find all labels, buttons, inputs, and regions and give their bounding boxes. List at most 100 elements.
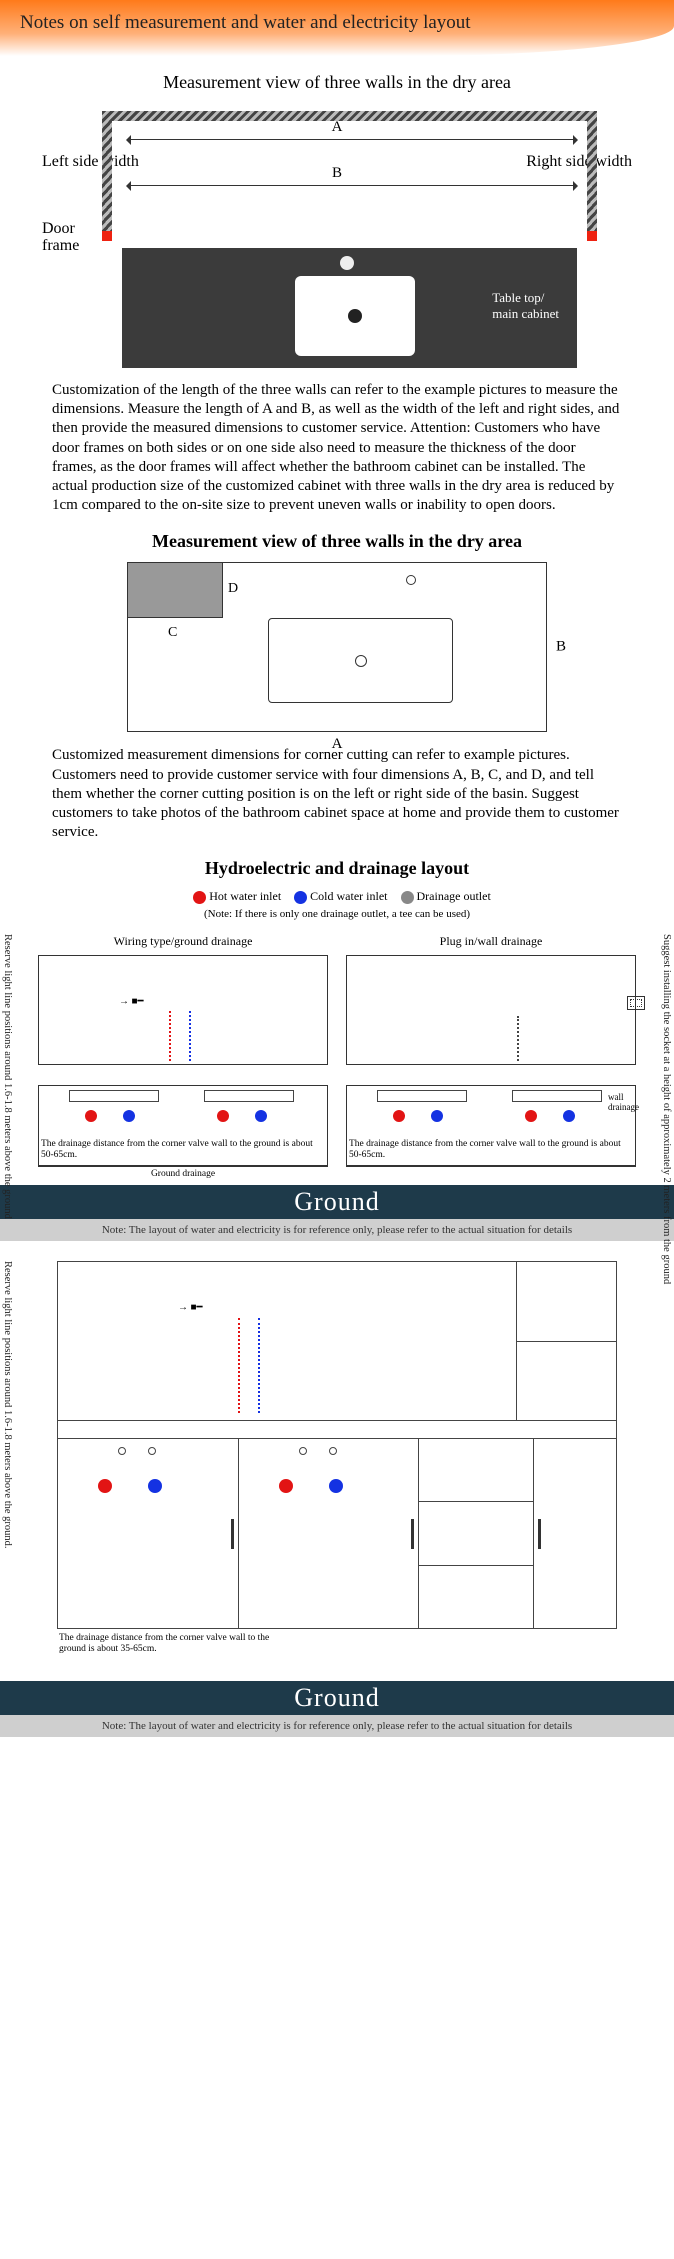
hydro-diagram-wrap: Reserve light line positions around 1.6-… xyxy=(0,934,674,1185)
section1-title: Measurement view of three walls in the d… xyxy=(0,72,674,93)
section2-title: Measurement view of three walls in the d… xyxy=(0,531,674,552)
section3-wrap: Reserve light line positions around 1.6-… xyxy=(0,1261,674,1681)
door-handle-1 xyxy=(231,1519,234,1549)
cabinet-panel-1 xyxy=(58,1439,239,1628)
mirror-cabinet-b xyxy=(346,955,636,1065)
ref-note-2: Note: The layout of water and electricit… xyxy=(0,1715,674,1737)
hot-dot-icon xyxy=(193,891,206,904)
sink-outline xyxy=(268,618,453,703)
ground-line-a xyxy=(38,1165,328,1167)
legend: Hot water inlet Cold water inlet Drainag… xyxy=(0,889,674,904)
dim-c-label: C xyxy=(168,625,177,641)
faucet-dot xyxy=(406,575,416,585)
hot-pipe xyxy=(169,1011,171,1061)
drain-note-a: The drainage distance from the corner va… xyxy=(38,1135,328,1165)
counter-b: wall drainage xyxy=(346,1085,636,1135)
diagram-corner-cut: C D A B xyxy=(127,562,547,732)
ground-line-b xyxy=(346,1165,636,1167)
cabinet-panel-4 xyxy=(534,1439,616,1628)
diagram-three-walls: Left side width Right side width Door fr… xyxy=(42,103,632,373)
cold-dot-icon xyxy=(294,891,307,904)
sink-drain xyxy=(355,655,367,667)
wiring-icon: → ■━ xyxy=(119,996,144,1007)
hot-inlet-b1 xyxy=(393,1110,405,1122)
fct-3a xyxy=(118,1447,126,1455)
ref-note-1: Note: The layout of water and electricit… xyxy=(0,1219,674,1241)
dimension-line-b xyxy=(127,185,577,186)
counter-a xyxy=(38,1085,328,1135)
cabinet-top-view: Table top/ main cabinet xyxy=(122,248,577,368)
ground-drain-label: Ground drainage xyxy=(38,1169,328,1179)
dim-a-label: A xyxy=(332,736,343,753)
hot-3a xyxy=(98,1479,112,1493)
label-door-frame: Door frame xyxy=(42,221,79,255)
cold-pipe xyxy=(189,1011,191,1061)
fct-3c xyxy=(299,1447,307,1455)
cold-pipe-3 xyxy=(258,1318,260,1413)
col-wall-drainage: Plug in/wall drainage wall drainage The … xyxy=(346,934,636,1185)
page-banner: Notes on self measurement and water and … xyxy=(0,0,674,56)
door-frame-marker-left xyxy=(102,231,112,241)
hot-inlet-a1 xyxy=(85,1110,97,1122)
legend-hot: Hot water inlet xyxy=(209,889,281,903)
sink-basin xyxy=(295,276,415,356)
door-frame-marker-right xyxy=(587,231,597,241)
cabinet-full-diagram: → ■━ Th xyxy=(57,1261,617,1659)
drain-note-3: The drainage distance from the corner va… xyxy=(57,1629,297,1659)
fct-3d xyxy=(329,1447,337,1455)
cable-line xyxy=(517,1016,519,1061)
ground-bar-2: Ground xyxy=(0,1681,674,1715)
cold-3a xyxy=(148,1479,162,1493)
faucet-hole xyxy=(340,256,354,270)
drain-note-b: The drainage distance from the corner va… xyxy=(346,1135,636,1165)
col-a-title: Wiring type/ground drainage xyxy=(38,934,328,949)
wall-socket-icon xyxy=(627,996,645,1010)
wall-hatch xyxy=(102,111,597,241)
vertical-note-left-3: Reserve light line positions around 1.6-… xyxy=(2,1261,13,1611)
hot-inlet-a2 xyxy=(217,1110,229,1122)
dimension-a-label: A xyxy=(332,119,343,136)
wiring-icon-3: → ■━ xyxy=(178,1302,203,1313)
basin-a2 xyxy=(204,1090,294,1102)
cold-inlet-b2 xyxy=(563,1110,575,1122)
legend-note: (Note: If there is only one drainage out… xyxy=(0,908,674,920)
mirror-cabinet-3: → ■━ xyxy=(57,1261,617,1421)
mirror-side-shelf xyxy=(516,1262,616,1420)
legend-cold: Cold water inlet xyxy=(310,889,387,903)
dimension-b-label: B xyxy=(332,165,342,182)
mirror-cabinet-a: → ■━ xyxy=(38,955,328,1065)
cold-inlet-a1 xyxy=(123,1110,135,1122)
base-cabinet-3 xyxy=(57,1439,617,1629)
cabinet-open-shelf xyxy=(419,1439,534,1628)
corner-cutout xyxy=(128,563,223,618)
drain-dot-icon xyxy=(401,891,414,904)
basin-b1 xyxy=(377,1090,467,1102)
counter-top-3 xyxy=(57,1421,617,1439)
cold-inlet-a2 xyxy=(255,1110,267,1122)
section2-paragraph: Customized measurement dimensions for co… xyxy=(52,746,622,842)
dimension-line-a xyxy=(127,139,577,140)
door-handle-2 xyxy=(411,1519,414,1549)
dim-d-label: D xyxy=(228,581,238,597)
door-handle-4 xyxy=(538,1519,541,1549)
hot-3b xyxy=(279,1479,293,1493)
ground-bar-1: Ground xyxy=(0,1185,674,1219)
section1-paragraph: Customization of the length of the three… xyxy=(52,381,622,515)
drain-hole xyxy=(348,309,362,323)
col-ground-drainage: Wiring type/ground drainage → ■━ The dra… xyxy=(38,934,328,1185)
fct-3b xyxy=(148,1447,156,1455)
table-top-label: Table top/ main cabinet xyxy=(492,290,559,323)
hot-inlet-b2 xyxy=(525,1110,537,1122)
hot-pipe-3 xyxy=(238,1318,240,1413)
blank-floor-b xyxy=(346,1169,636,1179)
hydro-title: Hydroelectric and drainage layout xyxy=(0,858,674,879)
basin-b2 xyxy=(512,1090,602,1102)
col-b-title: Plug in/wall drainage xyxy=(346,934,636,949)
cabinet-panel-2 xyxy=(239,1439,420,1628)
cold-inlet-b1 xyxy=(431,1110,443,1122)
basin-a1 xyxy=(69,1090,159,1102)
legend-drain: Drainage outlet xyxy=(417,889,491,903)
cold-3b xyxy=(329,1479,343,1493)
wall-drain-label: wall drainage xyxy=(608,1092,639,1112)
dim-b-label: B xyxy=(556,639,566,656)
